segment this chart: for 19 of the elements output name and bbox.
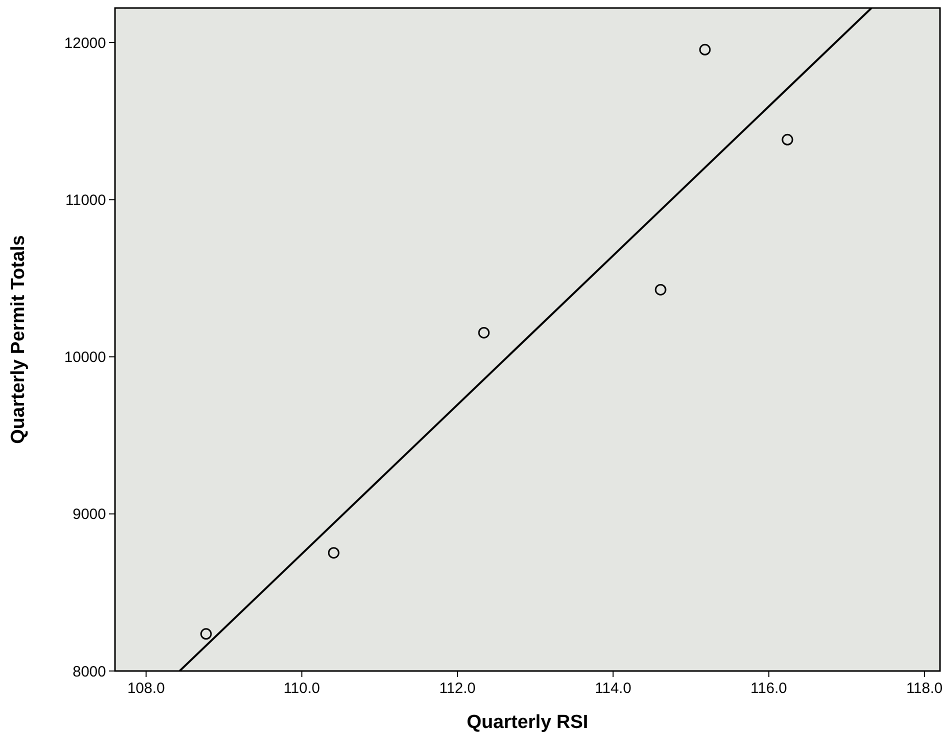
y-tick-label: 8000: [72, 663, 106, 680]
point: [654, 284, 666, 296]
x-tick-label: 110.0: [284, 680, 320, 697]
y-tick-label: 12000: [64, 34, 106, 52]
x-tick-label: 114.0: [594, 680, 632, 697]
y-tick-label: 10000: [64, 349, 106, 366]
point: [478, 326, 490, 338]
point: [699, 44, 711, 56]
x-tick-label: 116.0: [750, 680, 787, 697]
x-tick-label: 108.0: [127, 680, 165, 697]
x-tick-label: 118.0: [906, 680, 943, 697]
y-tick-label: 11000: [65, 192, 106, 209]
point: [782, 134, 794, 146]
y-axis-title: Quarterly Permit Totals: [8, 235, 29, 444]
x-tick-label: 112.0: [439, 680, 476, 697]
point: [328, 547, 340, 559]
point: [200, 628, 212, 640]
x-axis-title: Quarterly RSI: [466, 712, 588, 733]
y-tick-label: 9000: [72, 506, 106, 524]
